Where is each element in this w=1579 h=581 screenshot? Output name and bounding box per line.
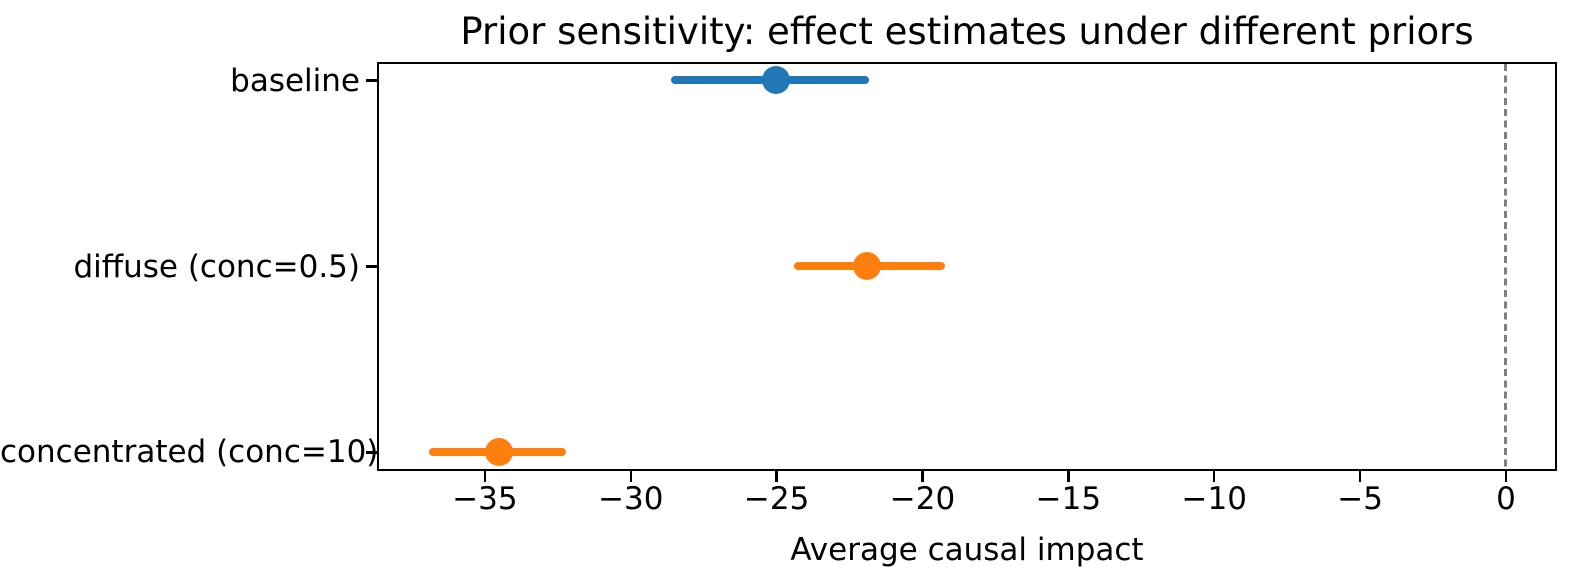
x-tick-label: −10	[1181, 481, 1247, 517]
x-tick-label: −25	[743, 481, 810, 517]
point-marker	[762, 66, 791, 95]
x-tick-mark	[775, 471, 778, 482]
plot-area	[377, 62, 1557, 471]
y-tick-mark	[366, 79, 377, 82]
point-marker	[485, 437, 514, 466]
y-tick-label: diffuse (conc=0.5)	[73, 248, 360, 285]
y-tick-mark	[366, 265, 377, 268]
x-tick-mark	[629, 471, 633, 482]
x-tick-label: −20	[889, 481, 956, 517]
x-tick-mark	[1067, 471, 1070, 482]
y-tick-label: baseline	[230, 62, 360, 99]
x-tick-label: −15	[1035, 481, 1102, 517]
point-marker	[852, 252, 881, 280]
x-tick-mark	[1504, 471, 1508, 482]
x-tick-label: 0	[1496, 481, 1516, 517]
x-tick-mark	[483, 471, 487, 482]
x-tick-mark	[1358, 471, 1362, 482]
y-tick-label: concentrated (conc=10)	[0, 434, 379, 471]
x-axis-label: Average causal impact	[790, 532, 1144, 568]
x-tick-label: −35	[452, 481, 518, 517]
y-tick-mark	[366, 451, 377, 454]
x-tick-label: −30	[598, 481, 664, 517]
chart-title: Prior sensitivity: effect estimates unde…	[460, 10, 1474, 53]
zero-reference-line	[1504, 64, 1507, 469]
x-tick-mark	[1212, 471, 1216, 482]
x-tick-label: −5	[1337, 481, 1383, 517]
x-tick-mark	[921, 471, 924, 482]
